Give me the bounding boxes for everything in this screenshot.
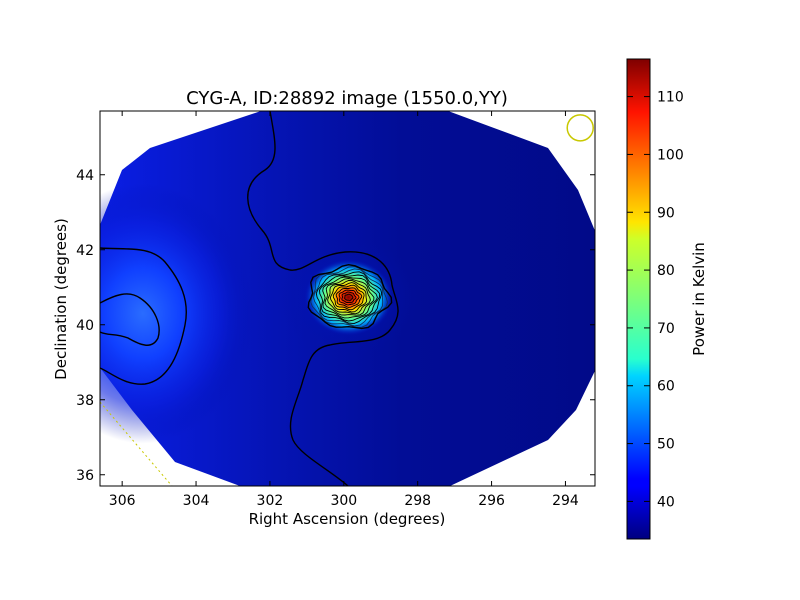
colorbar-tick-label: 70 [657,321,675,337]
x-tick-label: 298 [404,493,431,509]
sky-map [100,111,595,486]
colorbar-tick-label: 40 [657,494,675,510]
colorbar-tick-label: 80 [657,263,675,279]
contour-line [100,247,187,385]
contour-line [100,293,160,346]
contour-ring [313,268,384,327]
plot-frame [99,110,596,487]
contour-ring [315,271,383,325]
colorbar-tick-label: 110 [657,90,684,106]
x-tick-label: 294 [552,493,579,509]
colorbar-ticks: 40 50 60 70 80 90 100 110 [627,90,684,510]
colorbar-tick-label: 90 [657,205,675,221]
contour-ring [327,280,371,315]
contour-ring [319,274,381,322]
contour-ring [341,291,357,303]
x-tick-label: 306 [109,493,136,509]
left-source-emission [100,183,253,444]
x-axis-ticks: 306 304 302 300 298 296 294 [109,111,579,509]
y-tick-label: 38 [76,393,94,409]
contour-ring [338,289,360,306]
x-axis-label: Right Ascension (degrees) [249,510,446,528]
y-tick-label: 42 [76,243,94,259]
y-tick-label: 44 [76,168,94,184]
y-tick-label: 36 [76,468,94,484]
contour-ring [322,276,378,319]
contour-ring [307,263,393,330]
y-tick-label: 40 [76,318,94,334]
contour-line [247,111,399,486]
contour-ring [329,282,367,313]
x-tick-label: 300 [330,493,357,509]
colorbar-tick-label: 100 [657,147,684,163]
contour-ring [332,284,365,311]
contour-ring [344,293,354,301]
chart-title: CYG-A, ID:28892 image (1550.0,YY) [186,88,508,109]
beam-marker [566,114,594,142]
colorbar [626,58,651,540]
x-tick-label: 296 [478,493,505,509]
x-tick-label: 302 [257,493,284,509]
y-axis-ticks: 36 38 40 42 44 [76,168,595,484]
contour-lines [100,111,399,486]
y-axis-label: Declination (degrees) [52,218,70,380]
colorbar-label: Power in Kelvin [690,242,708,356]
x-tick-label: 304 [183,493,210,509]
contour-ring [324,278,375,316]
guide-line [100,401,173,486]
colorbar-tick-label: 60 [657,379,675,395]
contour-ring [335,287,363,308]
colorbar-tick-label: 50 [657,437,675,453]
